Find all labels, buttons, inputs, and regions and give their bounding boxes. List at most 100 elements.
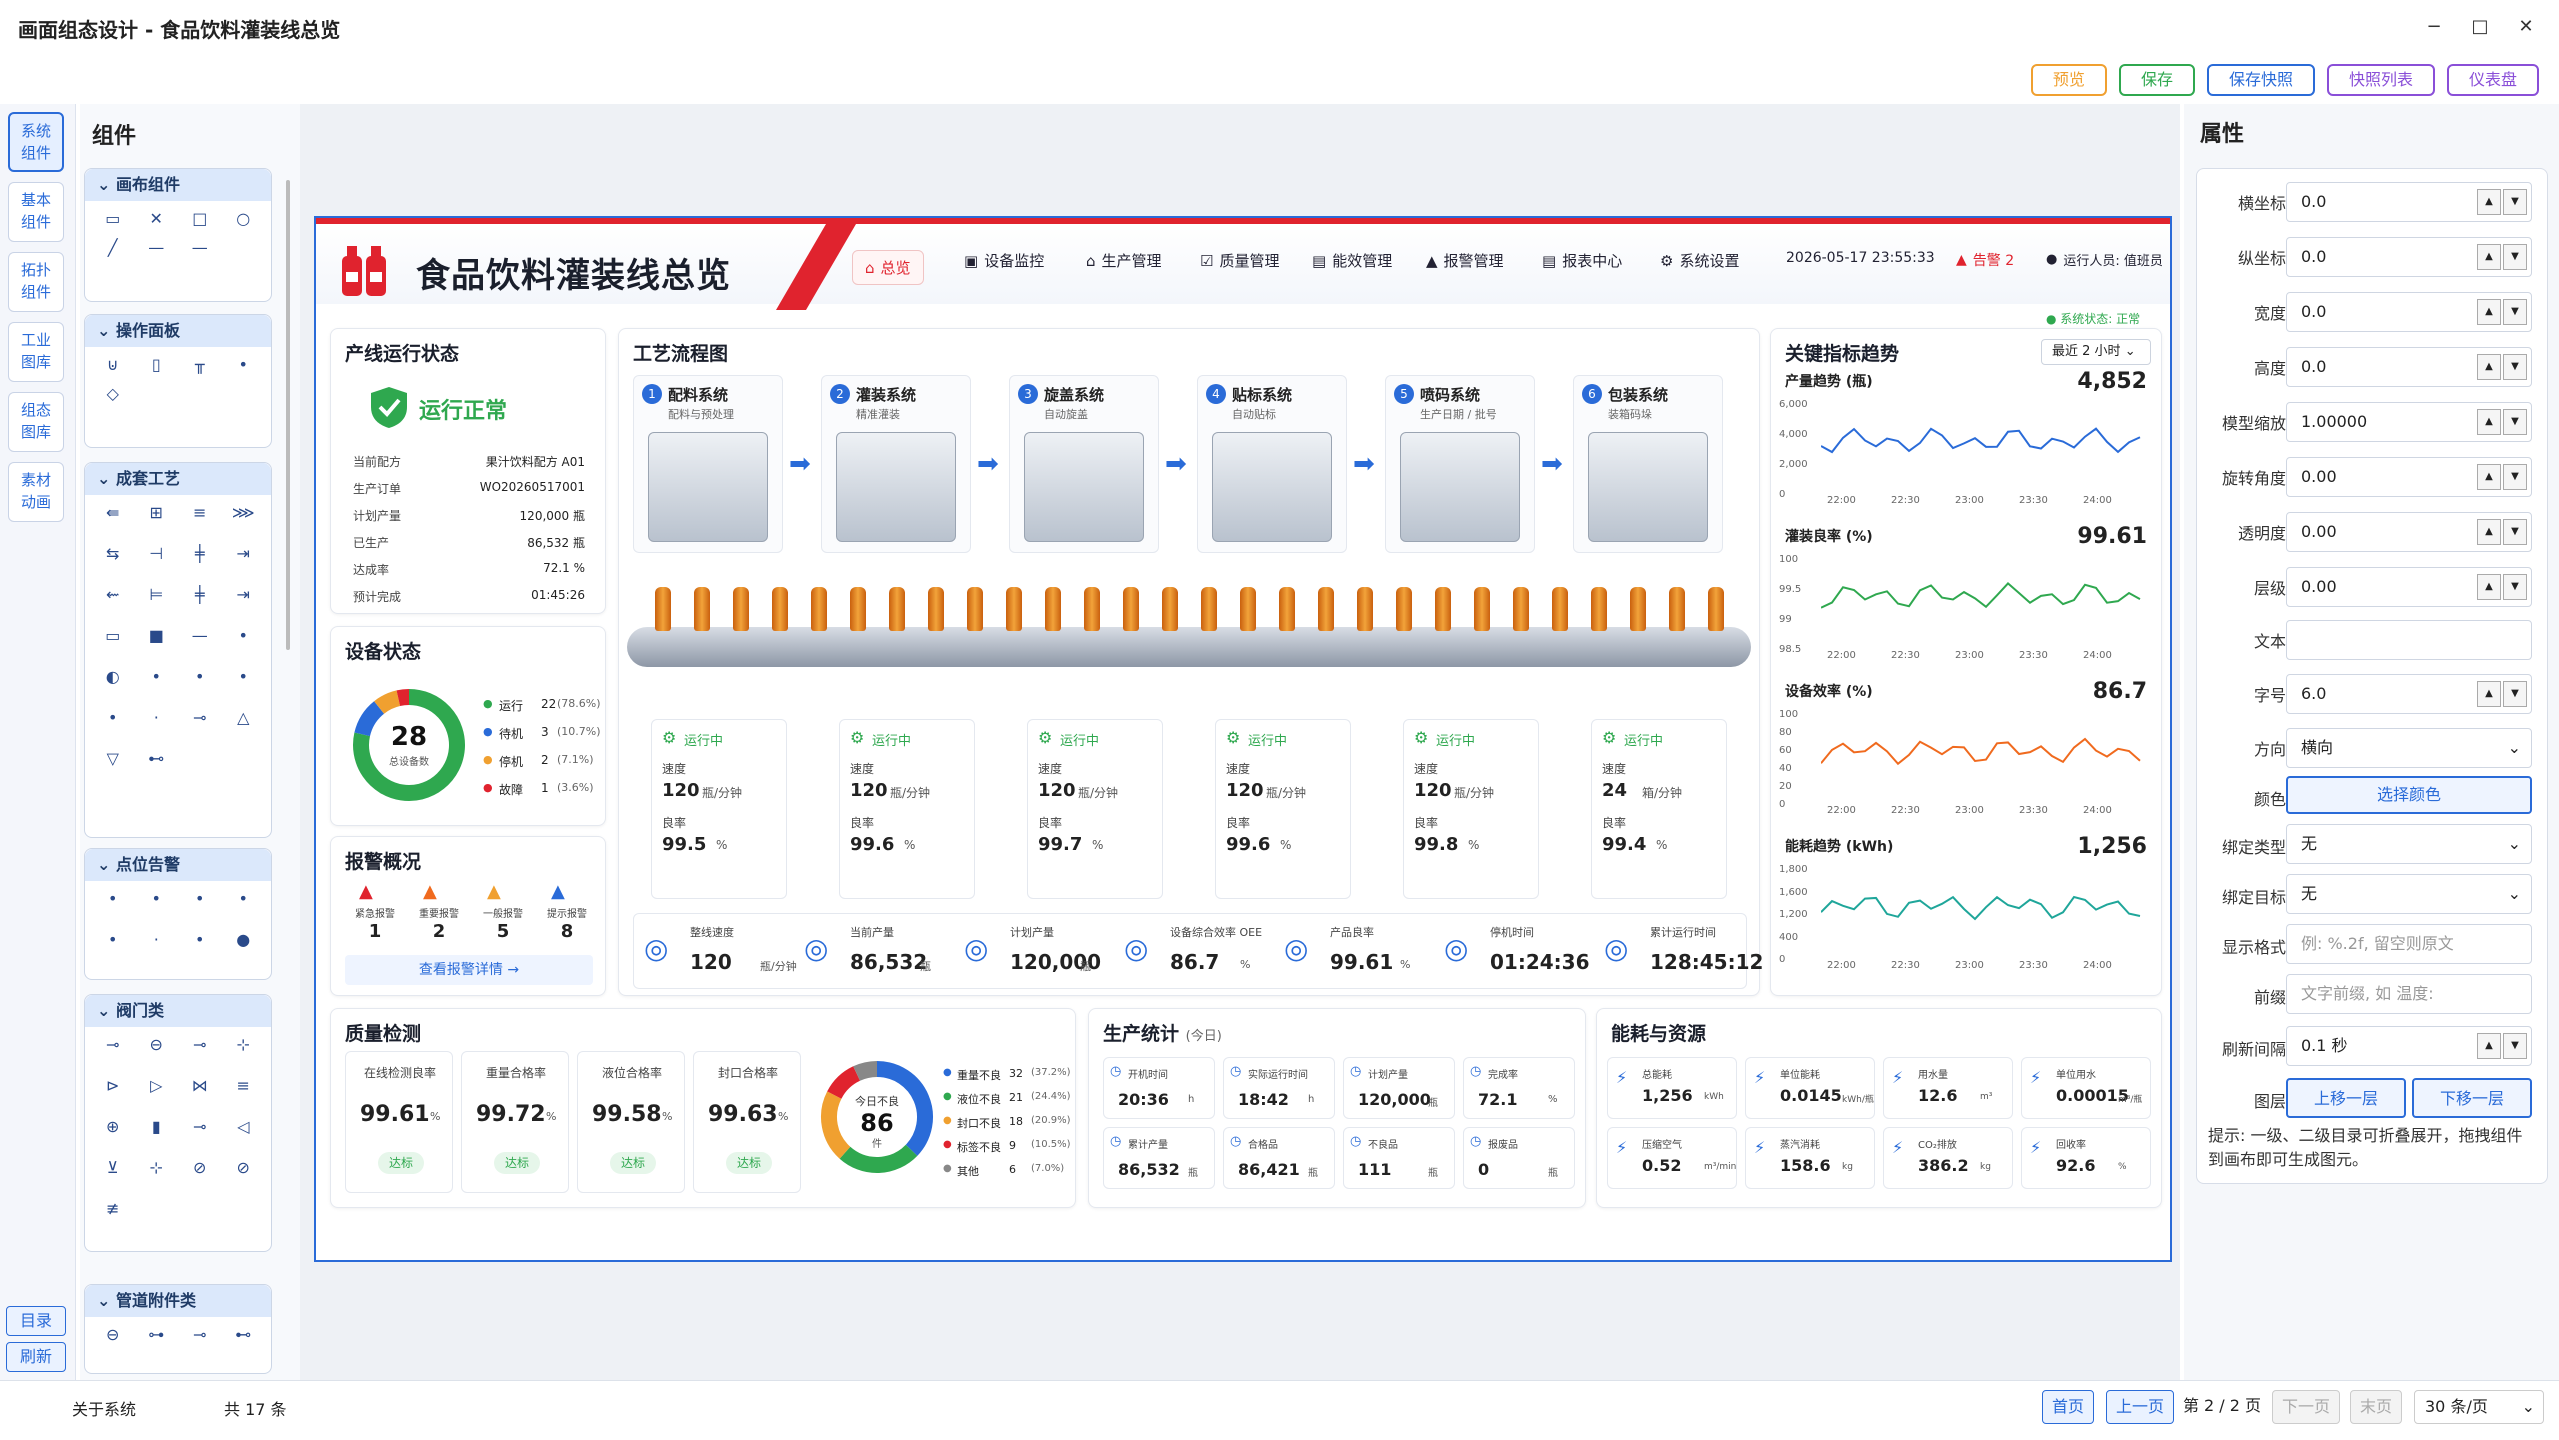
property-stepper[interactable]: ▲ ▼ [2477, 354, 2527, 380]
property-stepper[interactable]: ▲ ▼ [2477, 189, 2527, 215]
property-stepper[interactable]: ▲ ▼ [2477, 519, 2527, 545]
group-pipe-header[interactable]: ⌄ 管道附件类 [85, 1285, 271, 1317]
process-step[interactable]: 4 贴标系统 自动贴标 [1197, 375, 1347, 553]
decrement-icon[interactable]: ▼ [2503, 464, 2527, 490]
decrement-icon[interactable]: ▼ [2503, 519, 2527, 545]
page-size-select[interactable]: 30 条/页 ⌄ [2414, 1390, 2544, 1424]
trend-range-select[interactable]: 最近 2 小时 ⌄ [2041, 339, 2151, 365]
move-down-layer-button[interactable]: 下移一层 [2412, 1078, 2532, 1118]
group-control-header[interactable]: ⌄ 操作面板 [85, 315, 271, 347]
nav-equipment[interactable]: ▣ 设备监控 [964, 251, 1045, 271]
property-input[interactable]: 0.0 ▲ ▼ [2286, 237, 2532, 277]
minimize-button[interactable]: − [2426, 16, 2442, 37]
close-button[interactable]: ✕ [2518, 16, 2534, 37]
text-input[interactable] [2286, 620, 2532, 660]
choose-color-button[interactable]: 选择颜色 [2286, 776, 2532, 814]
decrement-icon[interactable]: ▼ [2503, 409, 2527, 435]
property-input[interactable]: 0.0 ▲ ▼ [2286, 182, 2532, 222]
property-stepper[interactable]: ▲ ▼ [2477, 574, 2527, 600]
group-process-header[interactable]: ⌄ 成套工艺 [85, 463, 271, 495]
quality-pass-badge: 达标 [378, 1152, 424, 1174]
direction-select[interactable]: 横向 ⌄ [2286, 728, 2532, 768]
decrement-icon[interactable]: ▼ [2503, 299, 2527, 325]
property-stepper[interactable]: ▲ ▼ [2477, 464, 2527, 490]
group-process-items[interactable]: ⇚ ⊞ ≡ ⋙ ⇆ ⊣ ╪ ⇥ ⇜ ⊨ ╪ ⇥ ▭ ■ — • ◐ • • • • · ⊸ △ ▽ ⊷ [105, 503, 255, 768]
first-page-button[interactable]: 首页 [2042, 1390, 2094, 1424]
increment-icon[interactable]: ▲ [2477, 354, 2501, 380]
bind-target-select[interactable]: 无 ⌄ [2286, 874, 2532, 914]
property-input[interactable]: 1.00000 ▲ ▼ [2286, 402, 2532, 442]
group-pipe-items[interactable]: ⊖ ⊶ ⊸ ⊷ [106, 1325, 252, 1344]
format-input[interactable]: 例: %.2f, 留空则原文 [2286, 924, 2532, 964]
trend-chart-value: 99.61 [2077, 524, 2147, 549]
dashboard-board[interactable]: 食品饮料灌装线总览 ⌂ 总览 ▣ 设备监控 ⌂ 生产管理 ☑ 质量管理 ▤ 能效管理 ▲ 报… [314, 216, 2172, 1262]
rail-system-components[interactable]: 系统 组件 [8, 112, 64, 172]
alarm-detail-link[interactable]: 查看报警详情 → [345, 955, 593, 985]
component-scrollbar[interactable] [286, 180, 290, 650]
increment-icon[interactable]: ▲ [2477, 299, 2501, 325]
process-step[interactable]: 2 灌装系统 精准灌装 [821, 375, 971, 553]
rail-catalog-button[interactable]: 目录 [6, 1306, 66, 1336]
property-input[interactable]: 0.00 ▲ ▼ [2286, 457, 2532, 497]
prefix-input[interactable]: 文字前缀, 如 温度: [2286, 974, 2532, 1014]
property-input[interactable]: 0.0 ▲ ▼ [2286, 292, 2532, 332]
group-control-items[interactable]: ⊍ ▯ ╥ • ◇ [106, 355, 248, 403]
process-step[interactable]: 1 配料系统 配料与预处理 [633, 375, 783, 553]
group-valves-items[interactable]: ⊸ ⊖ ⊸ ⊹ ⊳ ▷ ⋈ ≡ ⊕ ▮ ⊸ ◁ ⊻ ⊹ ⊘ ⊘ ≢ [106, 1035, 250, 1218]
save-snapshot-button[interactable]: 保存快照 [2206, 64, 2315, 96]
process-step[interactable]: 6 包装系统 装箱码垛 [1573, 375, 1723, 553]
property-stepper[interactable]: ▲ ▼ [2477, 299, 2527, 325]
alarm-indicator[interactable]: ▲ 告警 2 [1956, 252, 2015, 269]
legend-value: 32 [1009, 1067, 1023, 1080]
about-system-link[interactable]: 关于系统 [72, 1400, 137, 1419]
property-stepper[interactable]: ▲ ▼ [2477, 244, 2527, 270]
increment-icon[interactable]: ▲ [2477, 574, 2501, 600]
save-button[interactable]: 保存 [2118, 64, 2195, 96]
rail-refresh-button[interactable]: 刷新 [6, 1342, 66, 1372]
increment-icon[interactable]: ▲ [2477, 244, 2501, 270]
rail-topology-components[interactable]: 拓扑 组件 [8, 252, 64, 312]
group-canvas-items[interactable]: ▭ ✕ □ ○ ╱ — — [105, 209, 251, 257]
preview-button[interactable]: 预览 [2030, 64, 2107, 96]
rail-assets-animation[interactable]: 素材 动画 [8, 462, 64, 522]
snapshot-list-button[interactable]: 快照列表 [2326, 64, 2435, 96]
bind-type-select[interactable]: 无 ⌄ [2286, 824, 2532, 864]
increment-icon[interactable]: ▲ [2477, 409, 2501, 435]
nav-quality[interactable]: ☑ 质量管理 [1200, 251, 1280, 271]
group-alarm-items[interactable]: • • • • • · • ● [108, 889, 251, 949]
rail-basic-components[interactable]: 基本 组件 [8, 182, 64, 242]
nav-settings[interactable]: ⚙ 系统设置 [1660, 251, 1740, 271]
group-valves-header[interactable]: ⌄ 阀门类 [85, 995, 271, 1027]
maximize-button[interactable]: □ [2471, 16, 2489, 37]
nav-reports[interactable]: ▤ 报表中心 [1542, 251, 1623, 271]
increment-icon[interactable]: ▲ [2477, 464, 2501, 490]
last-page-button[interactable]: 末页 [2350, 1390, 2402, 1424]
group-canvas-header[interactable]: ⌄ 画布组件 [85, 169, 271, 201]
property-input[interactable]: 0.00 ▲ ▼ [2286, 567, 2532, 607]
next-page-button[interactable]: 下一页 [2272, 1390, 2340, 1424]
process-step[interactable]: 3 旋盖系统 自动旋盖 [1009, 375, 1159, 553]
energy-metric-unit: kg [1980, 1162, 1991, 1172]
nav-alarm[interactable]: ▲ 报警管理 [1426, 251, 1504, 271]
rail-industrial-library[interactable]: 工业 图库 [8, 322, 64, 382]
move-up-layer-button[interactable]: 上移一层 [2286, 1078, 2406, 1118]
property-stepper[interactable]: ▲ ▼ [2477, 409, 2527, 435]
increment-icon[interactable]: ▲ [2477, 189, 2501, 215]
property-input[interactable]: 0.00 ▲ ▼ [2286, 512, 2532, 552]
increment-icon[interactable]: ▲ [2477, 519, 2501, 545]
decrement-icon[interactable]: ▼ [2503, 354, 2527, 380]
group-alarm-header[interactable]: ⌄ 点位告警 [85, 849, 271, 881]
decrement-icon[interactable]: ▼ [2503, 574, 2527, 600]
decrement-icon[interactable]: ▼ [2503, 189, 2527, 215]
dashboard-button[interactable]: 仪表盘 [2446, 64, 2539, 96]
process-step[interactable]: 5 喷码系统 生产日期 / 批号 [1385, 375, 1535, 553]
font-size-input[interactable]: 6.0 ▲ ▼ [2286, 674, 2532, 714]
rail-scada-library[interactable]: 组态 图库 [8, 392, 64, 452]
prev-page-button[interactable]: 上一页 [2106, 1390, 2174, 1424]
nav-energy[interactable]: ▤ 能效管理 [1312, 251, 1393, 271]
property-input[interactable]: 0.0 ▲ ▼ [2286, 347, 2532, 387]
refresh-input[interactable]: 0.1 秒 ▲ ▼ [2286, 1026, 2532, 1066]
nav-home[interactable]: ⌂ 总览 [852, 250, 924, 285]
nav-production[interactable]: ⌂ 生产管理 [1086, 251, 1162, 271]
decrement-icon[interactable]: ▼ [2503, 244, 2527, 270]
